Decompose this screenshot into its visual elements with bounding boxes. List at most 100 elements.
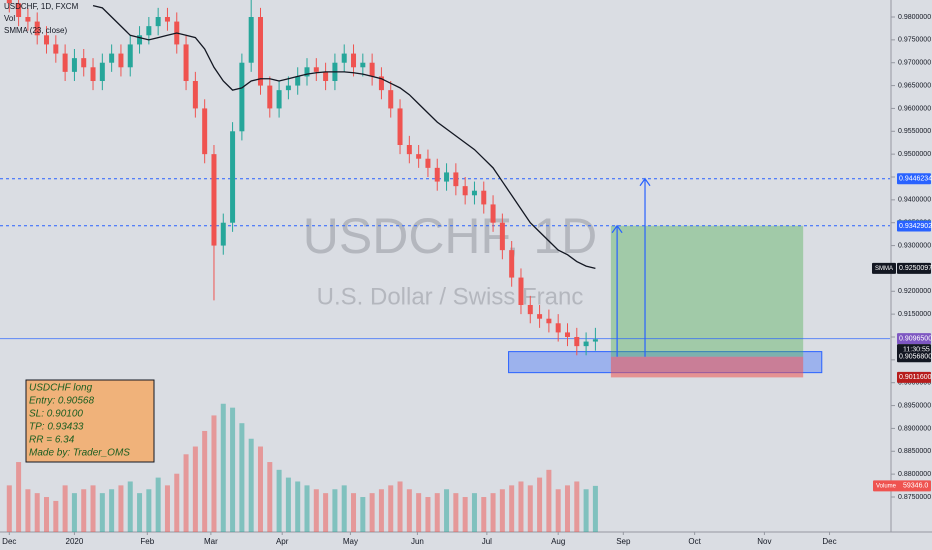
volume-bar bbox=[332, 489, 338, 532]
y-tick-label: 0.8850000 bbox=[898, 448, 931, 455]
candle-body bbox=[406, 144, 412, 155]
volume-bar bbox=[53, 500, 59, 532]
y-tick-label: 0.9400000 bbox=[898, 197, 931, 204]
volume-bar bbox=[71, 493, 77, 532]
x-tick-label: Aug bbox=[551, 537, 565, 546]
x-tick-label: Dec bbox=[822, 537, 836, 546]
candle-body bbox=[220, 222, 226, 246]
candle-body bbox=[257, 17, 263, 86]
candle-body bbox=[453, 172, 459, 187]
volume-bar bbox=[90, 485, 96, 532]
price-label-bg bbox=[897, 173, 931, 185]
y-tick-label: 0.8750000 bbox=[898, 494, 931, 501]
candle-body bbox=[192, 81, 198, 109]
volume-bar bbox=[323, 493, 329, 532]
x-tick-label: Nov bbox=[757, 537, 771, 546]
candle-body bbox=[137, 35, 143, 45]
volume-bar bbox=[164, 485, 170, 532]
candle-body bbox=[564, 332, 570, 337]
candle-body bbox=[425, 158, 431, 168]
y-tick-label: 0.9150000 bbox=[898, 311, 931, 318]
candle-body bbox=[434, 167, 440, 182]
candle-body bbox=[323, 71, 329, 82]
candle-body bbox=[304, 67, 310, 77]
volume-bar bbox=[99, 493, 105, 532]
volume-bar bbox=[34, 493, 40, 532]
candle-body bbox=[109, 53, 115, 63]
price-label-bg bbox=[897, 220, 931, 232]
volume-bar bbox=[406, 489, 412, 532]
volume-bar bbox=[155, 477, 161, 532]
volume-bar bbox=[574, 481, 580, 532]
candle-body bbox=[295, 76, 301, 86]
candle-body bbox=[416, 154, 422, 159]
note-line: TP: 0.93433 bbox=[29, 422, 84, 433]
y-tick-label: 0.9550000 bbox=[898, 128, 931, 135]
y-tick-label: 0.9300000 bbox=[898, 242, 931, 249]
x-tick-label: 2020 bbox=[66, 537, 84, 546]
candle-body bbox=[378, 76, 384, 91]
x-tick-label: May bbox=[343, 537, 358, 546]
candle-body bbox=[341, 53, 347, 63]
chart-title: USDCHF, 1D, FXCM bbox=[4, 2, 79, 11]
volume-bar bbox=[239, 423, 245, 532]
watermark: USDCHF, 1D bbox=[303, 208, 597, 264]
price-label-bg bbox=[897, 371, 931, 383]
x-tick-label: Jul bbox=[482, 537, 492, 546]
x-tick-label: Apr bbox=[276, 537, 289, 546]
x-tick-label: Dec bbox=[2, 537, 16, 546]
candle-body bbox=[351, 53, 357, 68]
volume-bar bbox=[388, 485, 394, 532]
y-tick-label: 0.9650000 bbox=[898, 82, 931, 89]
price-label-prefix-bg bbox=[872, 262, 896, 274]
candle-body bbox=[211, 154, 217, 246]
volume-bar bbox=[583, 489, 589, 532]
candle-body bbox=[53, 44, 59, 54]
candle-body bbox=[81, 58, 87, 68]
y-tick-label: 0.8800000 bbox=[898, 471, 931, 478]
note-line: Entry: 0.90568 bbox=[29, 396, 94, 407]
target-area bbox=[610, 225, 804, 357]
volume-bar bbox=[257, 446, 263, 532]
volume-bar bbox=[127, 481, 133, 532]
volume-bar bbox=[109, 489, 115, 532]
candle-body bbox=[90, 67, 96, 82]
y-tick-label: 0.9600000 bbox=[898, 105, 931, 112]
y-tick-label: 0.9200000 bbox=[898, 288, 931, 295]
note-line: Made by: Trader_OMS bbox=[29, 448, 130, 459]
volume-bar bbox=[360, 497, 366, 532]
volume-bar bbox=[25, 489, 31, 532]
volume-bar bbox=[118, 485, 124, 532]
candle-body bbox=[248, 17, 254, 63]
volume-bar bbox=[509, 485, 515, 532]
volume-bar bbox=[341, 485, 347, 532]
arrow-head bbox=[611, 224, 623, 234]
candle-body bbox=[127, 44, 133, 68]
candle-body bbox=[462, 186, 468, 196]
volume-bar bbox=[211, 415, 217, 532]
y-tick-label: 0.8900000 bbox=[898, 425, 931, 432]
note-line: USDCHF long bbox=[29, 383, 93, 394]
volume-bar bbox=[369, 493, 375, 532]
volume-bar bbox=[564, 485, 570, 532]
volume-bar bbox=[453, 493, 459, 532]
candle-body bbox=[471, 190, 477, 196]
candle-body bbox=[25, 17, 31, 22]
volume-bar bbox=[230, 407, 236, 532]
volume-bar bbox=[378, 489, 384, 532]
candle-body bbox=[34, 21, 40, 36]
y-tick-label: 0.8950000 bbox=[898, 402, 931, 409]
price-label-bg bbox=[897, 351, 931, 363]
indicator-title: SMMA (23, close) bbox=[4, 26, 67, 35]
candle-body bbox=[583, 341, 589, 347]
candle-body bbox=[202, 108, 208, 155]
volume-bar bbox=[351, 493, 357, 532]
y-tick-label: 0.9000000 bbox=[898, 380, 931, 387]
price-label-prefix: SMMA bbox=[875, 266, 893, 272]
volume-bar bbox=[490, 493, 496, 532]
candle-body bbox=[360, 62, 366, 68]
volume-bar bbox=[397, 481, 403, 532]
candle-body bbox=[6, 0, 12, 4]
volume-bar bbox=[81, 489, 87, 532]
